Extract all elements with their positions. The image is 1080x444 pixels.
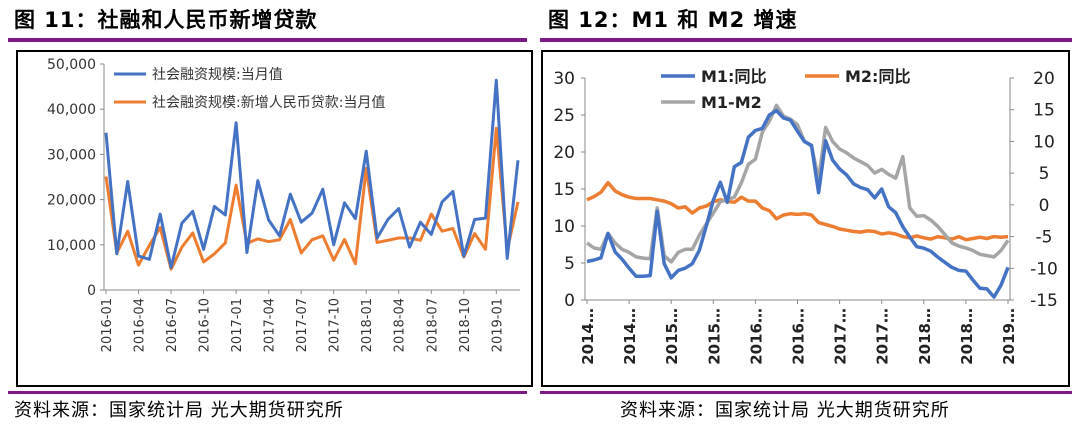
left-x-tick-label: 2016-04 xyxy=(133,298,148,352)
right-series-line-1 xyxy=(586,108,1010,299)
right-legend-label-1: M1:同比 xyxy=(701,67,766,86)
left-y-tick-label: 0 xyxy=(87,283,96,299)
right-x-tick-label: 2017… xyxy=(874,308,892,365)
right-chart: 0 5 10 15 20 25 30 -15 -10 -5 0 5 10 15 20 2014… 2014… 20… xyxy=(553,67,1058,365)
right-x-tick-label: 2014… xyxy=(621,308,639,365)
left-y-tick-label: 30,000 xyxy=(47,147,96,163)
left-chart: 0 10,000 20,000 30,000 40,000 50,000 2016-01 20… xyxy=(47,57,520,352)
right-right-y-tick-label: -5 xyxy=(1036,228,1053,248)
right-title-rule xyxy=(540,38,1072,42)
right-legend-label-3: M1-M2 xyxy=(701,93,762,112)
left-title-rule xyxy=(8,38,527,42)
left-x-tick-label: 2019-01 xyxy=(490,298,505,352)
right-x-tick-label: 2018… xyxy=(916,308,934,365)
left-x-tick-label: 2016-10 xyxy=(198,298,213,352)
left-chart-panel: 0 10,000 20,000 30,000 40,000 50,000 2016-01 20… xyxy=(16,50,533,387)
right-right-y-tick-label: 20 xyxy=(1033,69,1055,89)
right-left-y-tick-label: 25 xyxy=(553,106,575,126)
right-series-layer xyxy=(585,103,1010,299)
right-legend: M1:同比 M2:同比 M1-M2 xyxy=(661,67,910,112)
left-x-tick-label: 2016-01 xyxy=(100,298,115,352)
left-x-tick-label: 2016-07 xyxy=(165,298,180,352)
left-figure-title: 图 11：社融和人民币新增贷款 xyxy=(14,8,318,32)
left-x-tick-label: 2018-04 xyxy=(393,298,408,352)
left-x-tick-label: 2017-01 xyxy=(230,298,245,352)
left-x-tick-label: 2017-10 xyxy=(328,298,343,352)
right-left-y-tick-label: 0 xyxy=(564,291,575,311)
right-left-y-tick-label: 10 xyxy=(553,217,575,237)
left-y-tick-label: 40,000 xyxy=(47,102,96,118)
right-x-tick-label: 2018… xyxy=(958,308,976,365)
left-x-tick-label: 2017-07 xyxy=(295,298,310,352)
left-y-tick-label: 10,000 xyxy=(47,238,96,254)
right-x-tick-label: 2015… xyxy=(705,308,723,365)
left-y-tick-label: 50,000 xyxy=(47,57,96,73)
left-x-tick-label: 2017-04 xyxy=(263,298,278,352)
right-left-y-tick-label: 15 xyxy=(553,180,575,200)
left-y-tick-label: 20,000 xyxy=(47,193,96,209)
right-series-line-2 xyxy=(586,180,1009,242)
right-x-tick-label: 2015… xyxy=(663,308,681,365)
right-right-y-tick-label: -10 xyxy=(1030,259,1058,279)
right-source: 资料来源：国家统计局 光大期货研究所 xyxy=(620,400,950,421)
left-bottom-rule xyxy=(8,391,527,394)
right-figure-title: 图 12：M1 和 M2 增速 xyxy=(548,8,798,32)
right-series-line-3 xyxy=(585,103,1010,264)
right-left-y-tick-label: 30 xyxy=(553,69,575,89)
left-source: 资料来源：国家统计局 光大期货研究所 xyxy=(14,400,344,421)
left-axes: 0 10,000 20,000 30,000 40,000 50,000 2016-01 20… xyxy=(47,57,520,352)
right-x-tick-label: 2017… xyxy=(832,308,850,365)
right-right-y-tick-label: 0 xyxy=(1039,196,1050,216)
right-chart-panel: 0 5 10 15 20 25 30 -15 -10 -5 0 5 10 15 20 2014… 2014… 20… xyxy=(541,50,1070,387)
right-bottom-rule xyxy=(540,391,1072,394)
left-legend-label-1: 社会融资规模:当月值 xyxy=(152,67,283,83)
left-series-line-1 xyxy=(104,78,520,269)
left-series-layer xyxy=(104,78,520,271)
right-right-y-tick-label: 5 xyxy=(1039,164,1050,184)
left-legend-label-2: 社会融资规模:新增人民币贷款:当月值 xyxy=(152,95,385,111)
right-left-y-tick-label: 5 xyxy=(564,254,575,274)
right-right-y-tick-label: -15 xyxy=(1030,291,1058,311)
right-x-tick-label: 2014… xyxy=(579,308,597,365)
right-axes: 0 5 10 15 20 25 30 -15 -10 -5 0 5 10 15 20 2014… 2014… 20… xyxy=(553,69,1058,365)
right-x-tick-label: 2016… xyxy=(747,308,765,365)
right-legend-label-2: M2:同比 xyxy=(845,67,910,86)
right-x-tick-label: 2019… xyxy=(1000,308,1018,365)
right-x-tick-label: 2016… xyxy=(790,308,808,365)
left-x-tick-label: 2018-07 xyxy=(425,298,440,352)
right-left-y-tick-label: 20 xyxy=(553,143,575,163)
left-series-line-2 xyxy=(104,126,520,271)
right-right-y-tick-label: 10 xyxy=(1033,132,1055,152)
left-x-tick-label: 2018-10 xyxy=(458,298,473,352)
left-x-tick-label: 2018-01 xyxy=(360,298,375,352)
right-right-y-tick-label: 15 xyxy=(1033,101,1055,121)
